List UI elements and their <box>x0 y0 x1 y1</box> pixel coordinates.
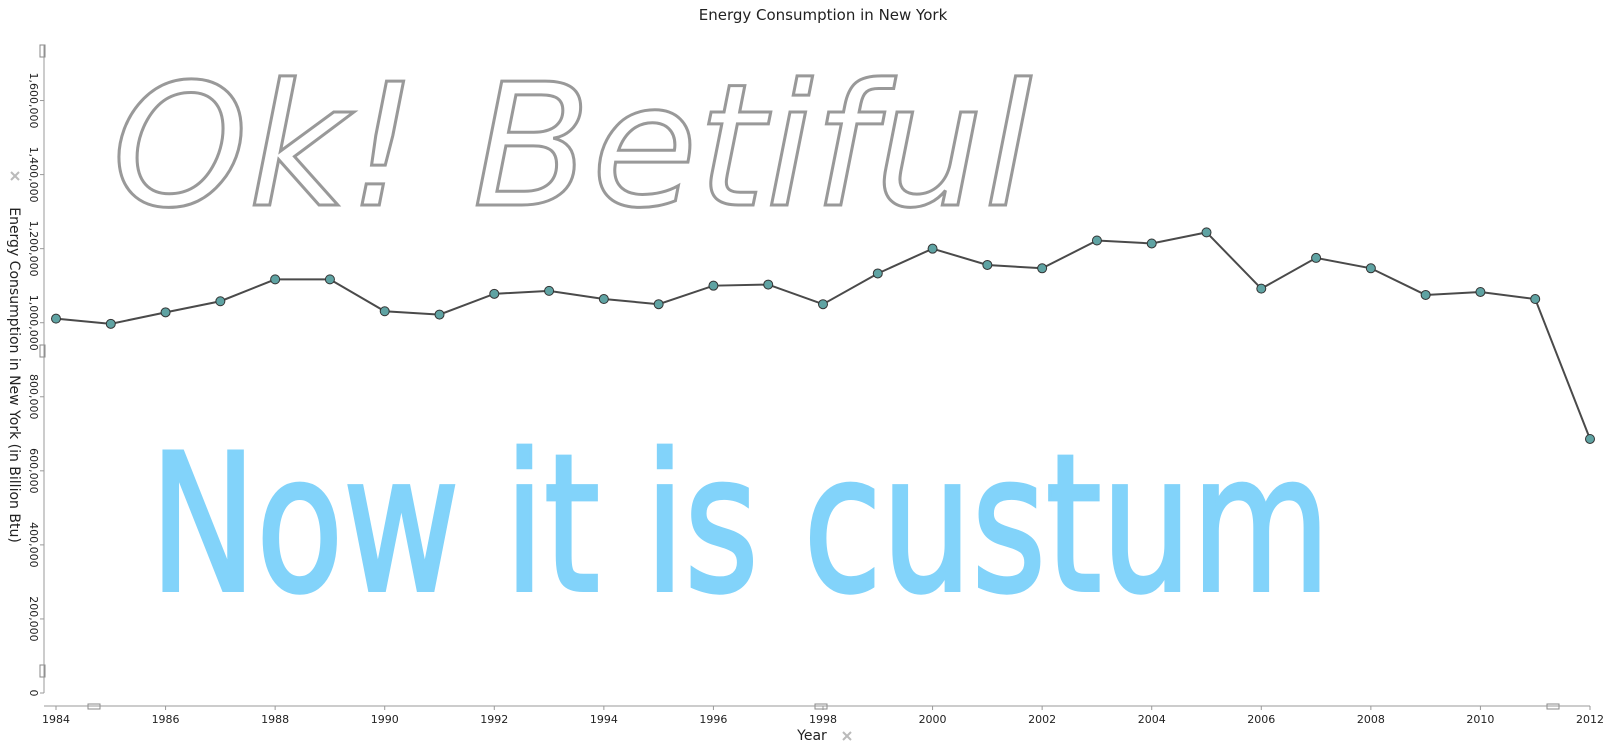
point <box>489 288 500 299</box>
point <box>1091 235 1102 246</box>
x-tick-label: 1992 <box>480 713 508 726</box>
point <box>1530 294 1541 305</box>
point <box>1420 289 1431 300</box>
annotation-scribble: Now it is custum <box>150 414 1330 635</box>
point <box>324 274 335 285</box>
y-tick-label: 600,000 <box>27 448 40 494</box>
x-tick-label: 2004 <box>1138 713 1166 726</box>
x-tick-label: 1988 <box>261 713 289 726</box>
x-tick-label: 1996 <box>699 713 727 726</box>
y-tick-label: 1,600,000 <box>27 73 40 129</box>
point <box>708 280 719 291</box>
y-tick-label: 800,000 <box>27 374 40 420</box>
point <box>653 299 664 310</box>
point <box>105 318 116 329</box>
y-axis-label: Energy Consumption in New York (in Billi… <box>6 207 22 543</box>
point <box>818 299 828 310</box>
y-tick-label: 1,400,000 <box>27 147 40 203</box>
x-axis-label: Year <box>796 728 827 744</box>
y-tick-label: 1,000,000 <box>27 295 40 351</box>
point <box>1146 238 1157 249</box>
y-tick-label: 0 <box>27 690 40 697</box>
x-tick-label: 1986 <box>152 713 180 726</box>
point <box>270 274 281 285</box>
point <box>1311 252 1322 263</box>
point <box>1365 263 1376 274</box>
point <box>1475 286 1486 297</box>
point <box>544 285 555 296</box>
point <box>215 296 226 307</box>
y-tick-label: 1,200,000 <box>27 221 40 277</box>
point <box>1256 283 1267 294</box>
point <box>1201 227 1212 238</box>
x-tick-label: 2008 <box>1357 713 1385 726</box>
point <box>379 306 390 317</box>
x-tick-label: 1984 <box>42 713 70 726</box>
chart-title: Energy Consumption in New York <box>699 6 948 24</box>
point <box>1585 433 1595 444</box>
point <box>982 259 993 270</box>
point <box>598 294 609 305</box>
x-tick-label: 1990 <box>371 713 399 726</box>
x-tick-label: 2002 <box>1028 713 1056 726</box>
point <box>763 279 774 290</box>
point <box>1037 263 1048 274</box>
point <box>927 243 938 254</box>
x-tick-label: 1994 <box>590 713 618 726</box>
x-tick-label: 2012 <box>1576 713 1604 726</box>
x-tick-label: 2006 <box>1247 713 1275 726</box>
remove-icons[interactable] <box>10 171 852 741</box>
x-tick-label: 2010 <box>1466 713 1494 726</box>
point <box>434 309 445 320</box>
annotation-scribble: Ok! Betiful <box>112 48 1032 246</box>
point <box>872 268 883 279</box>
y-tick-label: 400,000 <box>27 522 40 568</box>
x-tick-label: 1998 <box>809 713 837 726</box>
point <box>160 307 171 318</box>
y-tick-label: 200,000 <box>27 596 40 642</box>
point <box>51 313 61 324</box>
series-line <box>55 231 1591 440</box>
x-tick-label: 2000 <box>919 713 947 726</box>
